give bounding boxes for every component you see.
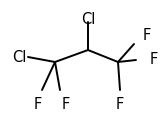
Text: F: F	[150, 53, 158, 67]
Text: F: F	[62, 97, 70, 112]
Text: Cl: Cl	[12, 49, 26, 65]
Text: F: F	[34, 97, 42, 112]
Text: Cl: Cl	[81, 12, 95, 27]
Text: F: F	[143, 27, 151, 42]
Text: F: F	[116, 97, 124, 112]
